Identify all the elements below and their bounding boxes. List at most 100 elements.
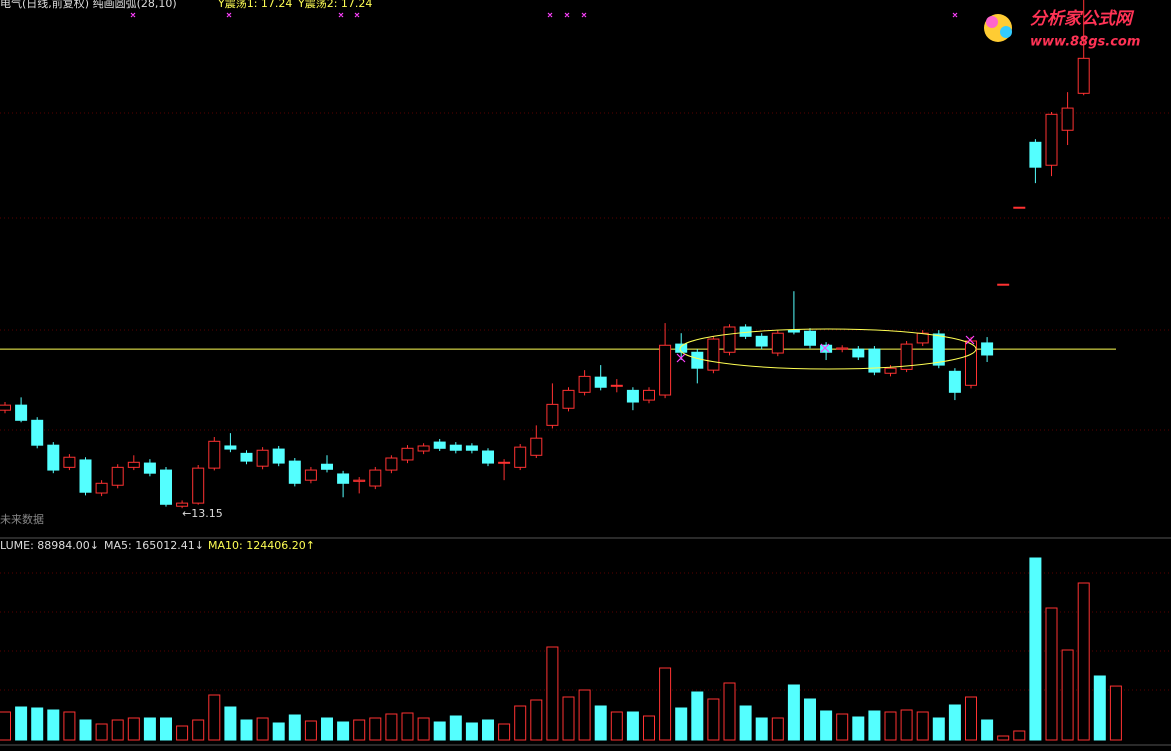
volume-bar	[1029, 557, 1042, 741]
grid	[0, 112, 1171, 691]
candle-body	[659, 344, 672, 396]
volume-bar	[15, 706, 28, 741]
volume-bar	[176, 725, 189, 741]
note: 未来数据	[0, 512, 44, 526]
volume-label: LUME: 88984.00↓	[0, 539, 99, 552]
cross-marks	[130, 12, 958, 18]
volume-bar	[546, 646, 559, 741]
volume-bar	[868, 710, 881, 741]
volume-bar	[304, 720, 317, 741]
volume-bar	[1061, 649, 1074, 741]
volume-bar	[433, 721, 446, 741]
chart-title: 电气(日线,前复权) 纯画圆弧(28,10)	[0, 0, 177, 10]
volume-bar	[192, 719, 205, 741]
star-marks	[676, 335, 975, 363]
candle-body	[594, 376, 607, 388]
volume-bar	[143, 717, 156, 741]
signal-markers	[130, 12, 975, 363]
candle-body	[417, 445, 430, 452]
volume-bar	[723, 682, 736, 741]
volume-bar	[111, 719, 124, 741]
candle-body	[916, 332, 929, 344]
volume-bar	[659, 667, 672, 741]
candle-body	[965, 340, 977, 386]
volume-bar	[95, 723, 108, 741]
candle-body	[755, 335, 768, 347]
volume-bar	[1077, 582, 1090, 741]
candle-body	[224, 445, 237, 450]
volume-bar	[288, 714, 301, 741]
volume-bar	[401, 712, 414, 741]
volume-bar	[916, 711, 929, 741]
candle-body	[884, 367, 897, 374]
candle-body	[47, 444, 60, 471]
candle-body	[948, 370, 961, 393]
candle-body	[997, 283, 1010, 286]
candle-body	[401, 447, 414, 461]
volume-bar	[787, 684, 800, 741]
volume-bar	[836, 713, 849, 741]
candle-body	[1077, 57, 1090, 94]
candle-body	[981, 342, 994, 356]
volume-bar	[160, 717, 172, 741]
volume-bar	[240, 719, 253, 741]
candle-body	[127, 461, 140, 468]
volume-bar	[610, 711, 623, 741]
candle-body	[111, 466, 124, 486]
volume-bar	[47, 709, 60, 741]
volume-bar	[771, 717, 784, 741]
candle-body	[868, 348, 881, 373]
logo: 分析家公式网 www.88gs.com	[984, 9, 1140, 50]
volume-bar	[852, 716, 865, 741]
volume-bar	[465, 722, 478, 741]
volume-bar	[643, 715, 655, 741]
volume-panel	[0, 557, 1122, 741]
volume-bar	[79, 719, 92, 741]
candle-body	[836, 347, 849, 350]
volume-bar	[337, 721, 350, 741]
candle-body	[337, 473, 350, 484]
volume-bar	[948, 704, 961, 741]
logo-url: www.88gs.com	[1030, 35, 1140, 50]
volume-bar	[530, 699, 543, 741]
candle-body	[385, 457, 398, 471]
candle-body	[143, 462, 156, 474]
volume-bar	[1013, 730, 1026, 741]
candle-body	[465, 445, 478, 451]
candle-body	[562, 389, 575, 409]
price-panel	[0, 0, 1116, 509]
volume-bar	[997, 735, 1010, 741]
candle-body	[578, 375, 591, 393]
candle-body	[1029, 141, 1042, 168]
candle-body	[707, 338, 720, 371]
candle-body	[160, 469, 172, 505]
candle-body	[514, 446, 527, 468]
candle-body	[449, 444, 462, 451]
candle-body	[530, 437, 543, 456]
candle-body	[176, 502, 189, 507]
volume-bar	[482, 719, 494, 741]
volume-bar	[820, 710, 833, 741]
candle-body	[482, 450, 494, 464]
candle-body	[787, 329, 800, 333]
volume-bar	[385, 713, 398, 741]
candle-body	[256, 449, 269, 467]
volume-bar	[514, 705, 527, 741]
volume-bar	[1109, 685, 1122, 741]
candle-body	[610, 384, 623, 387]
candle-body	[31, 419, 44, 446]
candle-body	[272, 448, 285, 464]
candle-body	[643, 389, 655, 401]
volume-label: MA10: 124406.20↑	[208, 539, 315, 552]
candle-body	[369, 469, 382, 487]
volume-bar	[900, 709, 913, 741]
candle-body	[1045, 113, 1058, 166]
volume-bar	[127, 717, 140, 741]
candle-body	[546, 403, 559, 426]
candle-body	[723, 326, 736, 353]
volume-bar	[691, 691, 704, 741]
candle-body	[626, 389, 639, 403]
volume-bar	[804, 698, 816, 741]
volume-bar	[0, 711, 11, 741]
